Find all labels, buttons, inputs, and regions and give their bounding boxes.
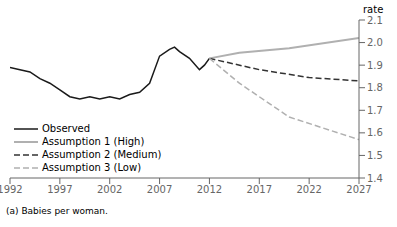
svg-text:2007: 2007 xyxy=(147,184,172,195)
svg-text:2.1: 2.1 xyxy=(367,15,383,26)
svg-text:1.5: 1.5 xyxy=(367,150,383,161)
svg-text:2027: 2027 xyxy=(346,184,371,195)
svg-text:1992: 1992 xyxy=(8,184,23,195)
svg-text:1.4: 1.4 xyxy=(367,173,383,184)
svg-text:2002: 2002 xyxy=(97,184,122,195)
svg-text:2.0: 2.0 xyxy=(367,37,383,48)
svg-text:2012: 2012 xyxy=(197,184,222,195)
html-text:Observed: Observed xyxy=(42,123,91,134)
html-text:Assumption 1 (High): Assumption 1 (High) xyxy=(42,136,145,147)
html-text:rate: rate xyxy=(363,4,384,15)
svg-text:1.9: 1.9 xyxy=(367,60,383,71)
svg-text:1.8: 1.8 xyxy=(367,82,383,93)
svg-text:1997: 1997 xyxy=(47,184,72,195)
svg-text:2017: 2017 xyxy=(247,184,272,195)
svg-text:1.7: 1.7 xyxy=(367,105,383,116)
svg-text:2022: 2022 xyxy=(296,184,321,195)
svg-text:1.6: 1.6 xyxy=(367,127,383,138)
html-text:Assumption 3 (Low): Assumption 3 (Low) xyxy=(42,162,142,173)
html-text:(a) Babies per woman.: (a) Babies per woman. xyxy=(6,206,108,216)
html-text:Assumption 2 (Medium): Assumption 2 (Medium) xyxy=(42,149,162,160)
